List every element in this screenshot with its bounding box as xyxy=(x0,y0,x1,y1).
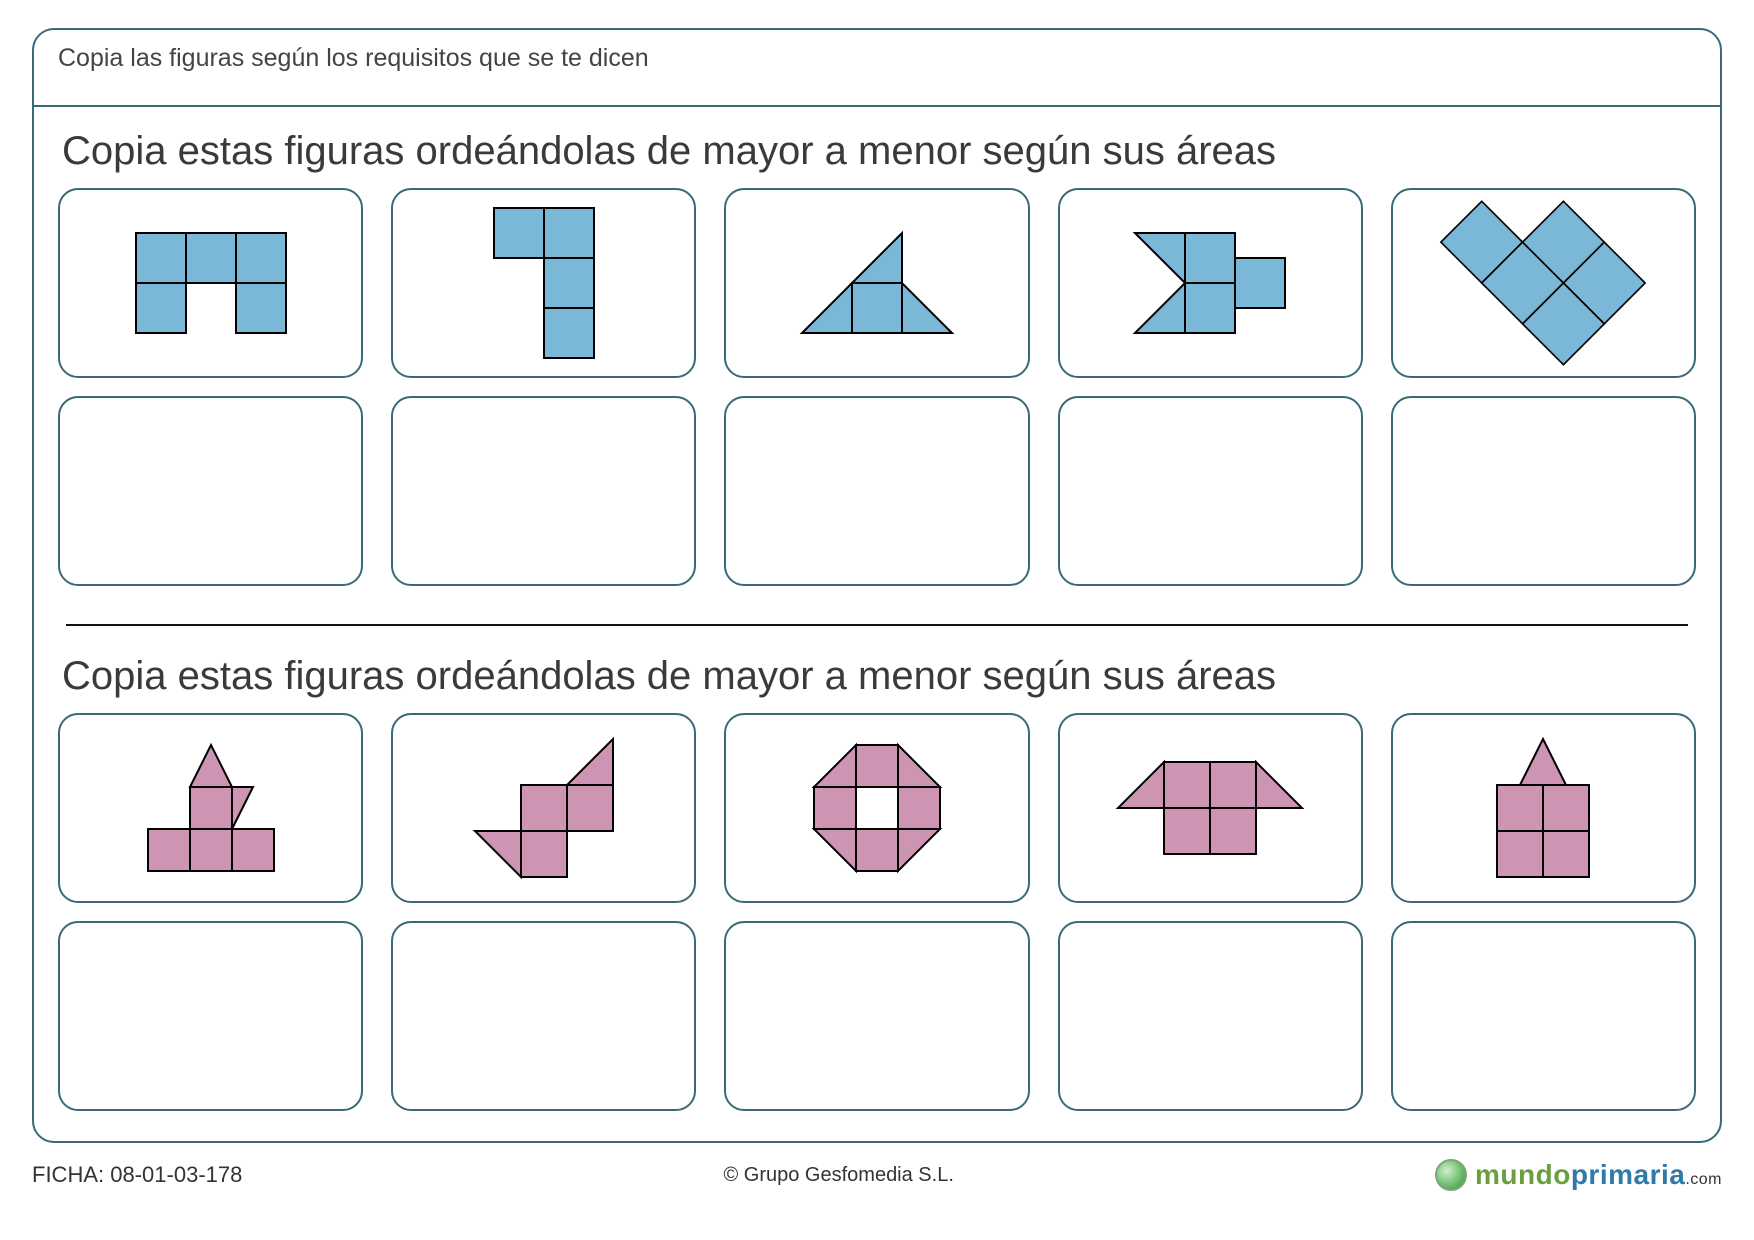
answer-cell[interactable] xyxy=(58,396,363,586)
section-2: Copia estas figuras ordeándolas de mayor… xyxy=(34,632,1720,1139)
brand-word-1: mundo xyxy=(1475,1159,1571,1190)
worksheet-frame: Copia las figuras según los requisitos q… xyxy=(32,28,1722,1143)
answer-cell[interactable] xyxy=(1058,921,1363,1111)
shape-cell xyxy=(1391,713,1696,903)
brand-text: mundoprimaria.com xyxy=(1475,1159,1722,1191)
shape-cell xyxy=(1058,713,1363,903)
shape-cell xyxy=(58,713,363,903)
page-footer: FICHA: 08-01-03-178 © Grupo Gesfomedia S… xyxy=(32,1159,1722,1191)
section-1-answer-row xyxy=(58,396,1696,586)
section-1-shape-row xyxy=(58,188,1696,378)
main-instruction: Copia las figuras según los requisitos q… xyxy=(34,30,1720,107)
section-2-prompt: Copia estas figuras ordeándolas de mayor… xyxy=(62,654,1692,699)
brand-word-2: primaria xyxy=(1571,1159,1686,1190)
brand-suffix: .com xyxy=(1685,1171,1722,1188)
shape-cell xyxy=(391,713,696,903)
copyright-text: © Grupo Gesfomedia S.L. xyxy=(242,1164,1435,1187)
shape-cell xyxy=(1058,188,1363,378)
brand-logo: mundoprimaria.com xyxy=(1435,1159,1722,1191)
shape-cell xyxy=(724,188,1029,378)
answer-cell[interactable] xyxy=(1391,921,1696,1111)
shape-cell xyxy=(724,713,1029,903)
section-2-shape-row xyxy=(58,713,1696,903)
answer-cell[interactable] xyxy=(724,921,1029,1111)
shape-cell xyxy=(391,188,696,378)
answer-cell[interactable] xyxy=(391,396,696,586)
section-1-prompt: Copia estas figuras ordeándolas de mayor… xyxy=(62,129,1692,174)
answer-cell[interactable] xyxy=(1058,396,1363,586)
answer-cell[interactable] xyxy=(391,921,696,1111)
globe-icon xyxy=(1435,1159,1467,1191)
section-divider xyxy=(66,624,1688,626)
answer-cell[interactable] xyxy=(724,396,1029,586)
section-1: Copia estas figuras ordeándolas de mayor… xyxy=(34,107,1720,614)
shape-cell xyxy=(58,188,363,378)
section-2-answer-row xyxy=(58,921,1696,1111)
answer-cell[interactable] xyxy=(1391,396,1696,586)
answer-cell[interactable] xyxy=(58,921,363,1111)
ficha-label: FICHA: xyxy=(32,1162,104,1187)
shape-cell xyxy=(1391,188,1696,378)
ficha-code: FICHA: 08-01-03-178 xyxy=(32,1162,242,1188)
ficha-number: 08-01-03-178 xyxy=(110,1162,242,1187)
